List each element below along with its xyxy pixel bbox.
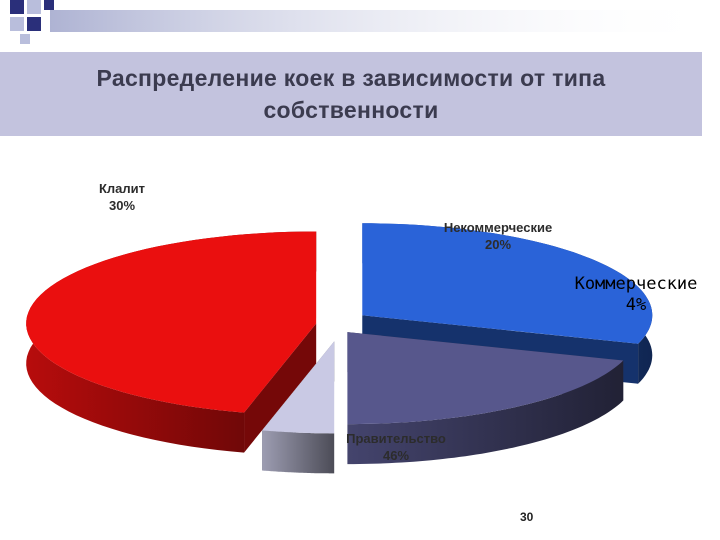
label-government-value: 46% [382,448,410,463]
label-government: Правительство 46% [316,430,476,464]
header-gradient-bar [50,10,720,32]
slice-1-top-Некоммерческие [347,332,624,425]
slice-0-top-Клалит [362,223,653,344]
slice-3-top-Правительство [26,231,317,413]
label-noncommercial-name: Некоммерческие [443,220,553,235]
title-band: Распределение коек в зависимости от типа… [0,52,702,136]
deco-square [20,34,30,44]
corner-squares-decoration [10,0,720,44]
label-klalit-name: Клалит [98,181,146,196]
label-noncommercial-value: 20% [484,237,512,252]
slice-3 [26,231,317,453]
label-commercial-name: Коммерческие [574,274,698,294]
slice-2-wall [262,430,335,474]
deco-square [27,17,41,31]
label-government-name: Правительство [346,431,446,446]
slice-1-wall [347,360,624,465]
slice-1 [347,332,624,465]
deco-square [10,17,24,31]
label-noncommercial: Некоммерческие 20% [418,219,578,253]
slice-3-side-face [244,323,317,453]
label-klalit-value: 30% [108,198,136,213]
deco-square [27,0,41,14]
slice-2 [262,341,335,474]
label-commercial: Коммерческие 4% [556,274,716,316]
label-klalit: Клалит 30% [82,180,162,214]
deco-square [44,0,54,10]
deco-square [10,0,24,14]
slice-2-top-Коммерческие [262,341,335,434]
slide-title: Распределение коек в зависимости от типа… [96,65,606,123]
label-commercial-value: 4% [625,295,647,315]
page-number: 30 [520,510,534,524]
